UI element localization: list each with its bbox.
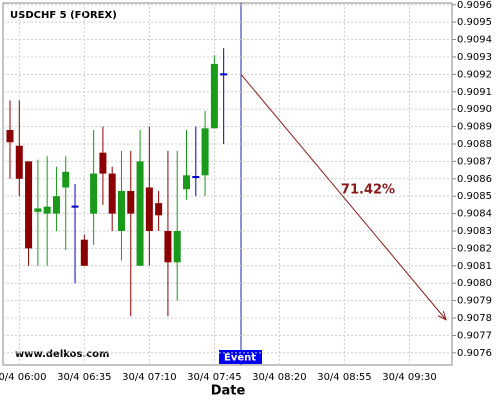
candle-body xyxy=(220,73,228,76)
candle-body xyxy=(62,171,70,188)
x-tick-label: 30/4 06:00 xyxy=(0,372,47,383)
x-axis-title: Date xyxy=(211,384,246,399)
candle-body xyxy=(117,190,125,231)
candle-body xyxy=(145,187,153,231)
candle-body xyxy=(6,130,14,143)
y-tick-label: 0.9091 xyxy=(457,87,492,98)
y-tick-label: 0.9096 xyxy=(457,0,492,11)
y-tick-label: 0.9079 xyxy=(457,296,492,307)
y-tick-label: 0.9084 xyxy=(457,209,492,220)
event-label: Event xyxy=(224,353,256,364)
y-tick-label: 0.9078 xyxy=(457,313,492,324)
y-tick-label: 0.9090 xyxy=(457,104,492,115)
y-tick-label: 0.9082 xyxy=(457,243,492,254)
y-tick-label: 0.9077 xyxy=(457,330,492,341)
candle-body xyxy=(192,176,200,179)
x-tick-label: 30/4 08:55 xyxy=(317,372,371,383)
plot-area xyxy=(2,2,453,366)
arrow-head xyxy=(437,310,447,321)
candle-body xyxy=(164,230,172,263)
y-tick-label: 0.9092 xyxy=(457,69,492,80)
candle-body xyxy=(90,173,98,214)
candle-body xyxy=(43,206,51,214)
chart-title: USDCHF 5 (FOREX) xyxy=(10,10,117,21)
y-tick-label: 0.9087 xyxy=(457,156,492,167)
candle-body xyxy=(108,173,116,214)
candle-body xyxy=(71,205,79,208)
candle-body xyxy=(183,175,191,190)
y-tick-label: 0.9095 xyxy=(457,17,492,28)
y-tick-label: 0.9085 xyxy=(457,191,492,202)
y-tick-label: 0.9093 xyxy=(457,52,492,63)
candle-body xyxy=(15,145,23,179)
y-tick-label: 0.9086 xyxy=(457,174,492,185)
candle-body xyxy=(52,196,60,214)
forecast-label: 71.42% xyxy=(341,183,395,198)
candle-body xyxy=(99,152,107,174)
candle-body xyxy=(210,63,218,129)
y-tick-label: 0.9089 xyxy=(457,122,492,133)
y-tick-label: 0.9088 xyxy=(457,139,492,150)
candle-body xyxy=(127,190,135,214)
y-tick-label: 0.9094 xyxy=(457,35,492,46)
x-tick-label: 30/4 08:20 xyxy=(252,372,306,383)
forecast-arrow xyxy=(240,74,447,321)
y-tick-label: 0.9080 xyxy=(457,278,492,289)
y-tick-label: 0.9083 xyxy=(457,226,492,237)
event-badge xyxy=(219,350,262,364)
candle-body xyxy=(155,203,163,216)
candle-body xyxy=(25,161,33,249)
candle-body xyxy=(80,239,88,266)
candle-body xyxy=(173,230,181,263)
y-tick-label: 0.9076 xyxy=(457,348,492,359)
x-tick-label: 30/4 07:45 xyxy=(187,372,241,383)
candle-body xyxy=(34,208,42,212)
y-tick-label: 0.9081 xyxy=(457,261,492,272)
x-tick-label: 30/4 07:10 xyxy=(122,372,176,383)
candle-body xyxy=(136,161,144,266)
x-tick-label: 30/4 06:35 xyxy=(57,372,111,383)
watermark: www.delkos.com xyxy=(15,349,109,360)
candle-body xyxy=(201,128,209,176)
x-tick-label: 30/4 09:30 xyxy=(382,372,436,383)
